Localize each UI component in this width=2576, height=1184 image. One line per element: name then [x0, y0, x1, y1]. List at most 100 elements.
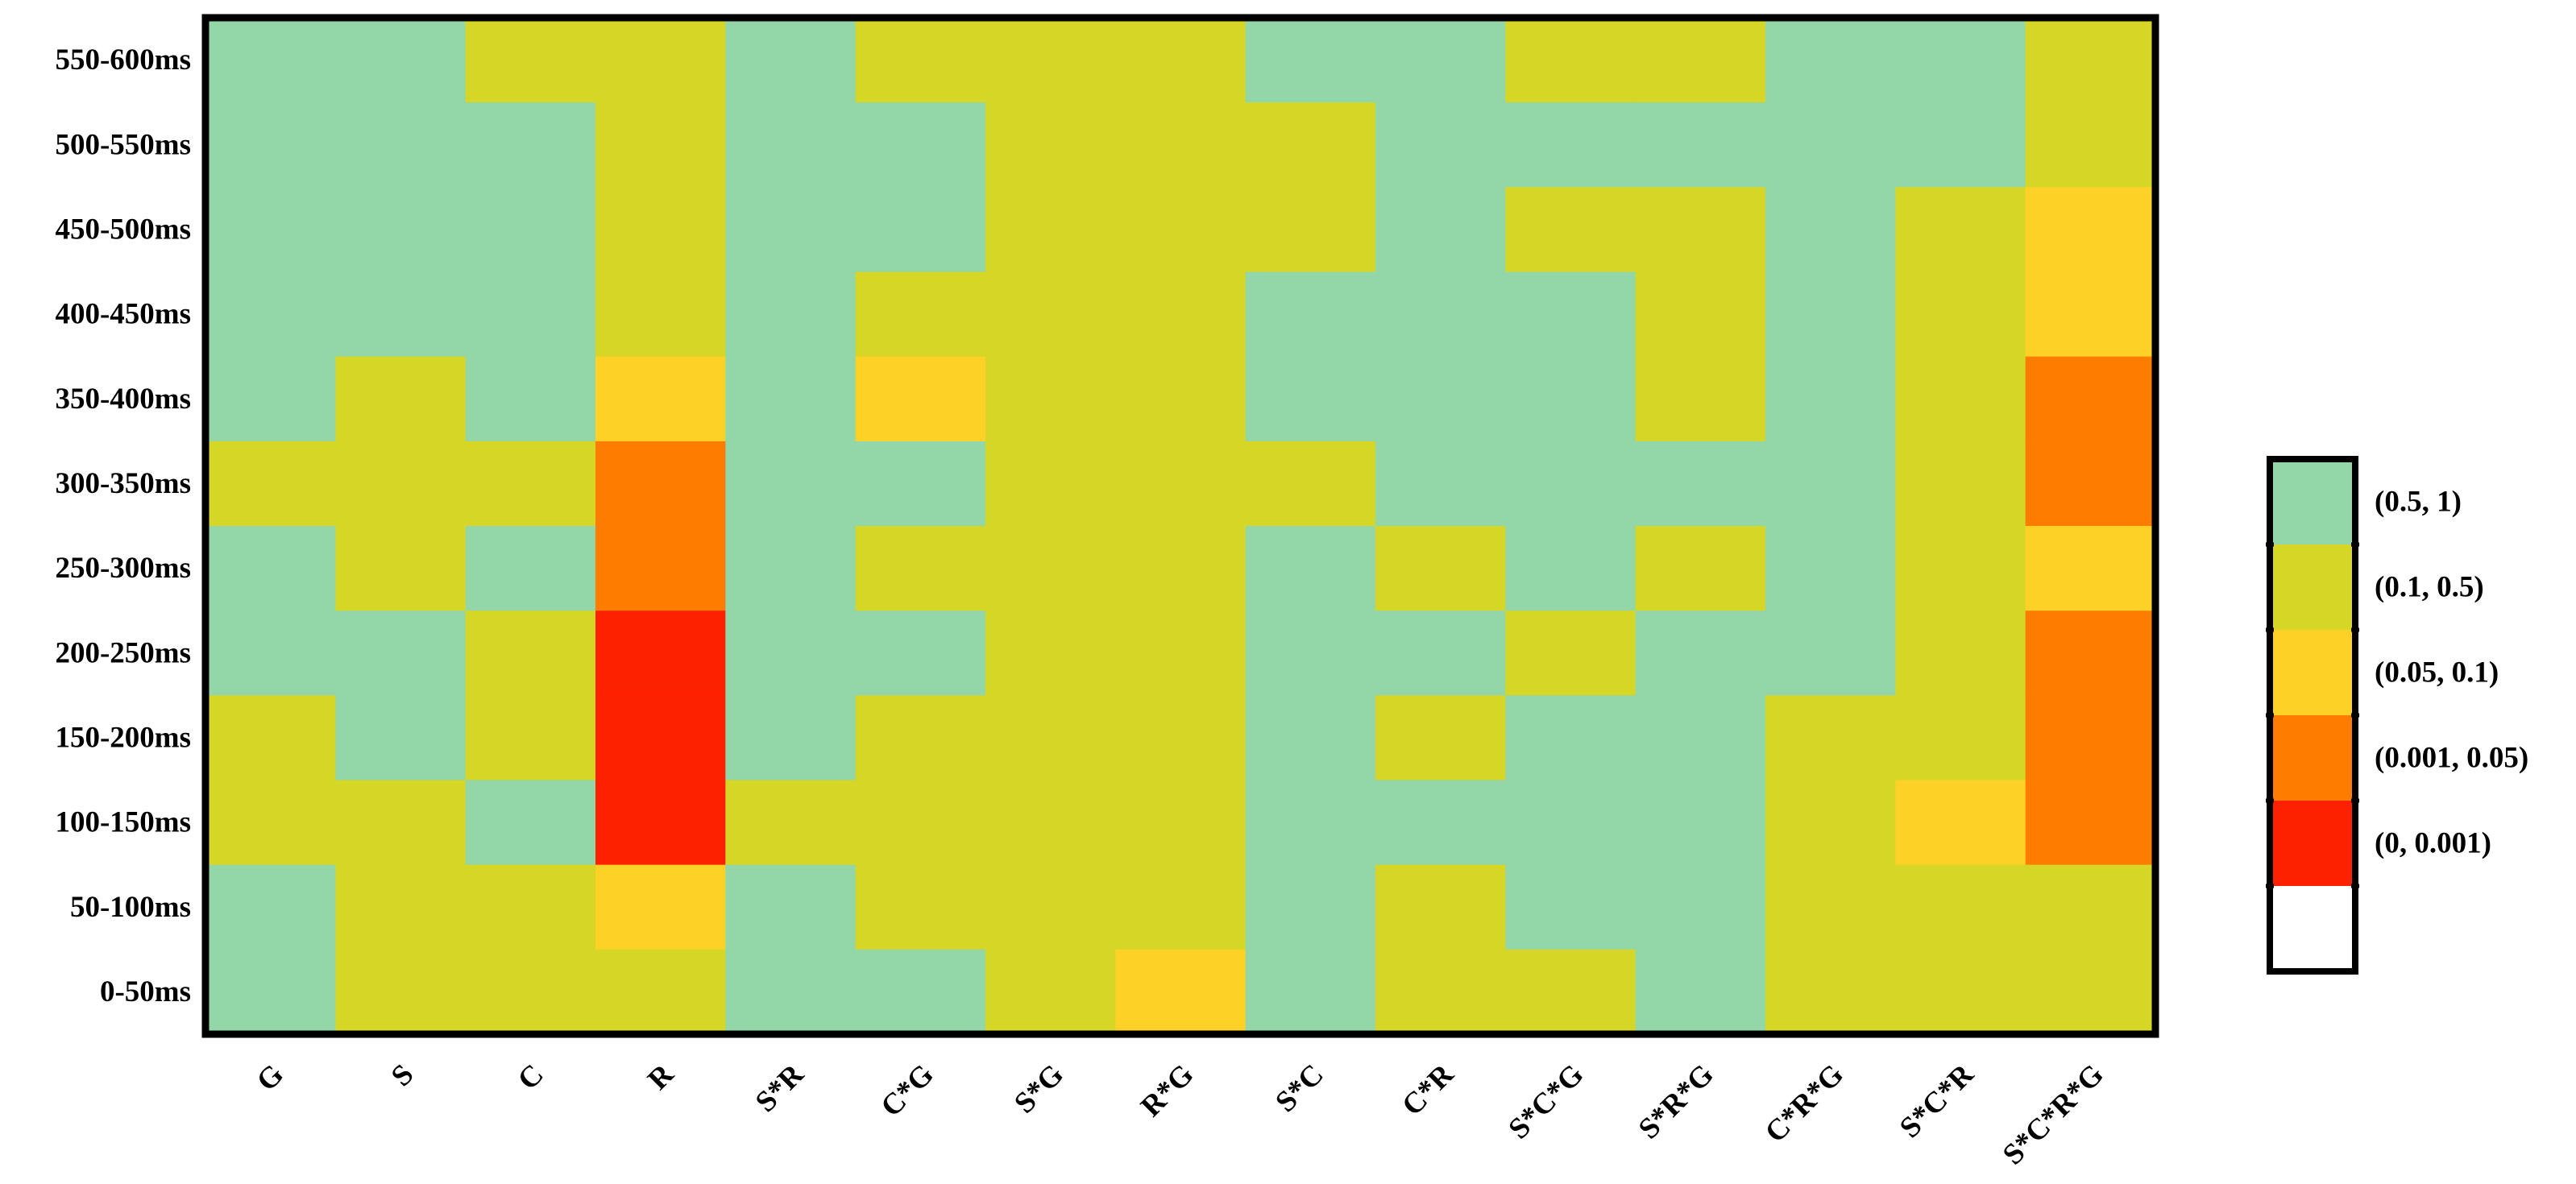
- heatmap-cell: [205, 187, 336, 273]
- heatmap-cell: [205, 864, 336, 950]
- heatmap-cell: [1635, 187, 1766, 273]
- heatmap-cell: [1765, 780, 1896, 866]
- heatmap-cell: [335, 102, 467, 188]
- x-tick-label: G: [251, 1058, 290, 1097]
- heatmap-cell: [205, 526, 336, 611]
- heatmap-cell: [1895, 356, 2026, 442]
- heatmap-cell: [2025, 271, 2156, 358]
- heatmap-cell: [595, 18, 726, 103]
- x-tick-label: S*C*G: [1503, 1058, 1591, 1145]
- heatmap-cell: [2025, 441, 2156, 527]
- y-tick-label: 50-100ms: [70, 891, 191, 924]
- y-tick-label: 100-150ms: [55, 806, 191, 839]
- heatmap-cell: [725, 187, 857, 273]
- heatmap-cell: [1375, 187, 1506, 273]
- x-tick-label: S*C*R: [1894, 1058, 1981, 1145]
- heatmap-cell: [1115, 187, 1247, 273]
- heatmap-cell: [335, 356, 467, 442]
- y-tick-label: 150-200ms: [55, 721, 191, 754]
- legend-swatch: [2270, 886, 2355, 972]
- heatmap-cell: [1245, 949, 1376, 1035]
- heatmap-cell: [335, 864, 467, 950]
- heatmap-cell: [465, 526, 596, 611]
- heatmap-cell: [1505, 864, 1636, 950]
- heatmap-cell: [1765, 271, 1896, 358]
- heatmap-cell: [465, 441, 596, 527]
- heatmap-cell: [1505, 271, 1636, 358]
- heatmap-cell: [595, 271, 726, 358]
- y-tick-label: 250-300ms: [55, 552, 191, 585]
- heatmap-cell: [595, 780, 726, 866]
- y-tick-label: 550-600ms: [55, 43, 191, 77]
- heatmap-cell: [1505, 441, 1636, 527]
- heatmap-cell: [725, 780, 857, 866]
- heatmap-cell: [1635, 271, 1766, 358]
- heatmap-cell: [1895, 611, 2026, 696]
- heatmap-cell: [1115, 780, 1247, 866]
- heatmap-cell: [335, 949, 467, 1035]
- heatmap-cell: [1115, 18, 1247, 103]
- heatmap-cell: [725, 102, 857, 188]
- x-tick-label: S: [385, 1058, 421, 1093]
- heatmap-cell: [205, 356, 336, 442]
- heatmap-cell: [465, 356, 596, 442]
- heatmap-cell: [985, 18, 1116, 103]
- heatmap-cell: [1505, 102, 1636, 188]
- heatmap-cell: [1895, 271, 2026, 358]
- heatmap-cell: [205, 441, 336, 527]
- heatmap-cell: [1505, 187, 1636, 273]
- heatmap-cell: [1895, 526, 2026, 611]
- heatmap-cell: [1375, 441, 1506, 527]
- heatmap-cell: [465, 18, 596, 103]
- heatmap-cell: [1765, 441, 1896, 527]
- y-tick-label: 350-400ms: [55, 383, 191, 416]
- heatmap-cell: [205, 18, 336, 103]
- heatmap-cell: [1505, 356, 1636, 442]
- heatmap-cell: [1245, 441, 1376, 527]
- heatmap-cell: [335, 441, 467, 527]
- legend-label: (0, 0.001): [2375, 827, 2491, 860]
- heatmap-cell: [855, 18, 986, 103]
- heatmap-cell: [985, 441, 1116, 527]
- heatmap-cell: [1765, 18, 1896, 103]
- heatmap-cell: [855, 102, 986, 188]
- x-tick-label: S*C*R*G: [1997, 1058, 2110, 1171]
- heatmap-cell: [985, 949, 1116, 1035]
- heatmap-cell: [595, 356, 726, 442]
- x-tick-label: R*G: [1135, 1058, 1200, 1123]
- heatmap-cell: [985, 102, 1116, 188]
- heatmap-cell: [465, 271, 596, 358]
- heatmap-cell: [1635, 780, 1766, 866]
- heatmap-cell: [1765, 864, 1896, 950]
- heatmap-cell: [1375, 271, 1506, 358]
- heatmap-cell: [855, 441, 986, 527]
- legend-swatch: [2270, 544, 2355, 631]
- heatmap-cell: [1505, 611, 1636, 696]
- heatmap-cell: [1245, 102, 1376, 188]
- heatmap-cell: [725, 695, 857, 781]
- heatmap-cell: [1115, 864, 1247, 950]
- heatmap-cell: [1375, 949, 1506, 1035]
- heatmap-cell: [465, 187, 596, 273]
- heatmap-cell: [1635, 102, 1766, 188]
- heatmap-cell: [1635, 611, 1766, 696]
- legend-swatch: [2270, 459, 2355, 545]
- heatmap-cell: [595, 864, 726, 950]
- heatmap-cell: [725, 949, 857, 1035]
- heatmap-cell: [1765, 526, 1896, 611]
- y-tick-label: 300-350ms: [55, 467, 191, 500]
- heatmap-cell: [985, 611, 1116, 696]
- heatmap-cell: [335, 611, 467, 696]
- heatmap-cell: [595, 611, 726, 696]
- heatmap-cell: [985, 780, 1116, 866]
- x-tick-label: C*G: [874, 1058, 940, 1123]
- heatmap-cell: [2025, 611, 2156, 696]
- x-tick-label: C*R: [1396, 1058, 1461, 1123]
- heatmap-cell: [985, 695, 1116, 781]
- heatmap-cell: [205, 949, 336, 1035]
- heatmap-cell: [855, 780, 986, 866]
- heatmap-cell: [465, 695, 596, 781]
- heatmap-cell: [595, 187, 726, 273]
- heatmap-cell: [1115, 441, 1247, 527]
- heatmap-cell: [1505, 18, 1636, 103]
